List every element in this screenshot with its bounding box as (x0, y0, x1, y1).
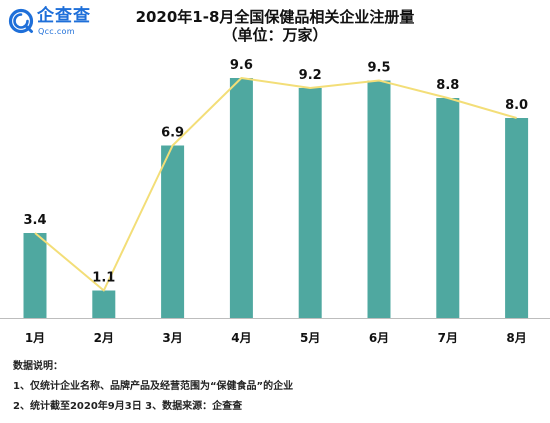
bar-4 (229, 78, 253, 318)
bar-3 (161, 145, 185, 318)
x-tick-label-8: 8月 (506, 331, 526, 345)
data-label-2: 1.1 (92, 271, 115, 286)
bar-8 (505, 118, 529, 318)
data-label-5: 9.2 (299, 68, 322, 83)
notes-line-1: 1、仅统计企业名称、品牌产品及经营范围为“保健食品”的企业 (13, 381, 294, 392)
trend-line-series (34, 77, 517, 292)
data-label-4: 9.6 (230, 58, 253, 73)
chart-title: 2020年1-8月全国保健品相关企业注册量 (135, 8, 415, 26)
data-label-7: 8.8 (436, 78, 459, 93)
data-label-1: 3.4 (23, 213, 46, 228)
data-label-6: 9.5 (367, 61, 390, 76)
bar-5 (298, 88, 322, 318)
x-tick-label-7: 7月 (438, 331, 458, 345)
data-label-3: 6.9 (161, 126, 184, 141)
notes-heading: 数据说明： (13, 361, 63, 372)
x-tick-label-5: 5月 (300, 331, 320, 345)
bar-7 (436, 98, 460, 318)
bar-series (23, 78, 529, 318)
bar-6 (367, 80, 391, 318)
bar-1 (23, 233, 47, 318)
qcc-logo-icon (8, 8, 34, 34)
chart-subtitle: （单位：万家） (222, 26, 328, 44)
x-tick-label-4: 4月 (231, 331, 251, 345)
x-tick-label-6: 6月 (369, 331, 389, 345)
bar-2 (92, 290, 116, 318)
x-tick-label-1: 1月 (25, 331, 45, 345)
x-tick-label-2: 2月 (94, 331, 114, 345)
x-axis: 1月 2月 3月 4月 5月 6月 7月 8月 (0, 318, 550, 345)
logo-domain: Qcc.com (38, 27, 75, 36)
x-tick-label-3: 3月 (162, 331, 182, 345)
data-labels: 3.4 1.1 6.9 9.6 9.2 9.5 8.8 8.0 (23, 58, 528, 286)
logo-text: 企查查 (37, 6, 91, 26)
data-label-8: 8.0 (505, 98, 528, 113)
qcc-logo: 企查查 Qcc.com (8, 6, 108, 36)
data-notes: 数据说明： 1、仅统计企业名称、品牌产品及经营范围为“保健食品”的企业 2、统计… (13, 357, 293, 417)
notes-line-2: 2、统计截至2020年9月3日 3、数据来源：企查查 (13, 401, 243, 412)
trend-line (34, 77, 517, 292)
